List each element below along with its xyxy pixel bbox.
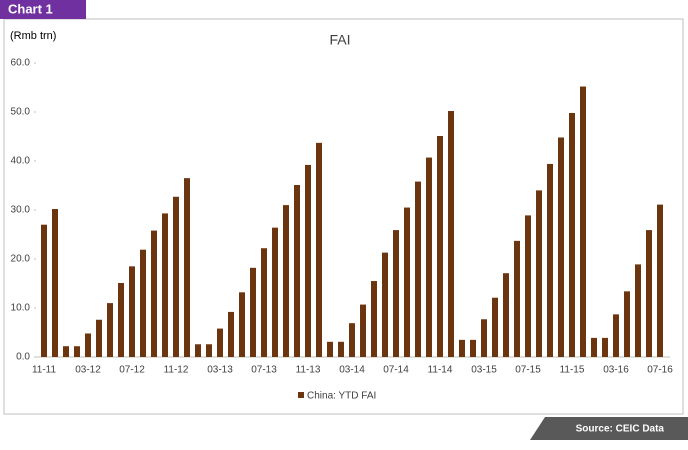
bar xyxy=(349,323,355,357)
bar xyxy=(624,291,630,357)
bar xyxy=(63,346,69,357)
x-tick-label: 11-14 xyxy=(428,365,453,376)
bar xyxy=(305,164,311,357)
bar xyxy=(206,344,212,357)
bar xyxy=(162,213,168,357)
x-tick-label: 11-12 xyxy=(164,365,189,376)
bar xyxy=(52,209,58,357)
y-tick-label: 20.0 xyxy=(11,254,31,265)
bar xyxy=(338,341,344,357)
bar xyxy=(569,112,575,357)
x-tick-label: 07-12 xyxy=(119,365,145,376)
x-tick-label: 11-15 xyxy=(560,365,585,376)
x-tick-label: 03-12 xyxy=(75,365,101,376)
bar xyxy=(657,204,663,357)
x-tick-label: 11-13 xyxy=(296,365,321,376)
bar xyxy=(140,249,146,357)
bar xyxy=(470,339,476,357)
bar xyxy=(85,333,91,357)
bar xyxy=(327,341,333,357)
bar xyxy=(217,328,223,357)
source: Source: CEIC Data xyxy=(576,424,665,435)
bar xyxy=(492,297,498,357)
bar xyxy=(525,215,531,357)
y-tick-label: 0.0 xyxy=(16,352,30,363)
x-tick-label: 07-13 xyxy=(251,365,277,376)
bar xyxy=(404,207,410,357)
x-tick-label: 03-16 xyxy=(603,365,629,376)
bar xyxy=(393,230,399,357)
bar xyxy=(228,311,234,357)
x-tick-label: 07-14 xyxy=(383,365,409,376)
bar xyxy=(239,292,245,357)
header-tag xyxy=(0,0,86,19)
y-tick-label: 10.0 xyxy=(11,303,31,314)
bar xyxy=(151,230,157,357)
header: Chart 1 xyxy=(8,1,53,16)
bar xyxy=(602,337,608,357)
bar xyxy=(272,227,278,357)
bar xyxy=(118,283,124,357)
bar xyxy=(184,178,190,357)
bar xyxy=(558,137,564,357)
bar xyxy=(283,205,289,357)
y-tick-label: 40.0 xyxy=(11,156,31,167)
y-tick-label: 60.0 xyxy=(11,58,31,69)
bar xyxy=(514,240,520,357)
bar xyxy=(481,319,487,357)
legend-swatch xyxy=(298,392,304,398)
bar xyxy=(591,337,597,357)
x-tick-label: 11-11 xyxy=(32,365,57,376)
bar xyxy=(426,157,432,357)
bar xyxy=(96,319,102,357)
bar xyxy=(74,346,80,357)
bar xyxy=(459,339,465,357)
bar xyxy=(173,196,179,357)
bar xyxy=(294,185,300,357)
bar xyxy=(360,304,366,357)
bar xyxy=(382,252,388,357)
bar xyxy=(195,344,201,357)
y-axis-label: (Rmb trn) xyxy=(10,30,56,42)
source-band xyxy=(530,417,688,440)
bar xyxy=(129,266,135,357)
chart-title: FAI xyxy=(329,32,350,48)
bar xyxy=(261,248,267,357)
bar xyxy=(635,264,641,357)
bar xyxy=(503,273,509,357)
bar xyxy=(547,163,553,357)
bar xyxy=(316,142,322,357)
bar xyxy=(371,281,377,357)
bar xyxy=(415,181,421,357)
bar xyxy=(646,230,652,357)
y-tick-label: 30.0 xyxy=(11,205,31,216)
legend-label: China: YTD FAI xyxy=(307,391,376,402)
bar xyxy=(580,86,586,358)
x-tick-label: 03-13 xyxy=(207,365,233,376)
bar xyxy=(250,267,256,357)
bar xyxy=(448,111,454,358)
x-tick-label: 03-14 xyxy=(339,365,365,376)
x-tick-label: 03-15 xyxy=(471,365,497,376)
x-tick-label: 07-16 xyxy=(647,365,673,376)
bar xyxy=(437,136,443,357)
bar xyxy=(107,303,113,357)
x-tick-label: 07-15 xyxy=(515,365,541,376)
y-tick-label: 50.0 xyxy=(11,107,31,118)
bar xyxy=(41,224,47,357)
bar xyxy=(536,190,542,357)
bar xyxy=(613,314,619,357)
